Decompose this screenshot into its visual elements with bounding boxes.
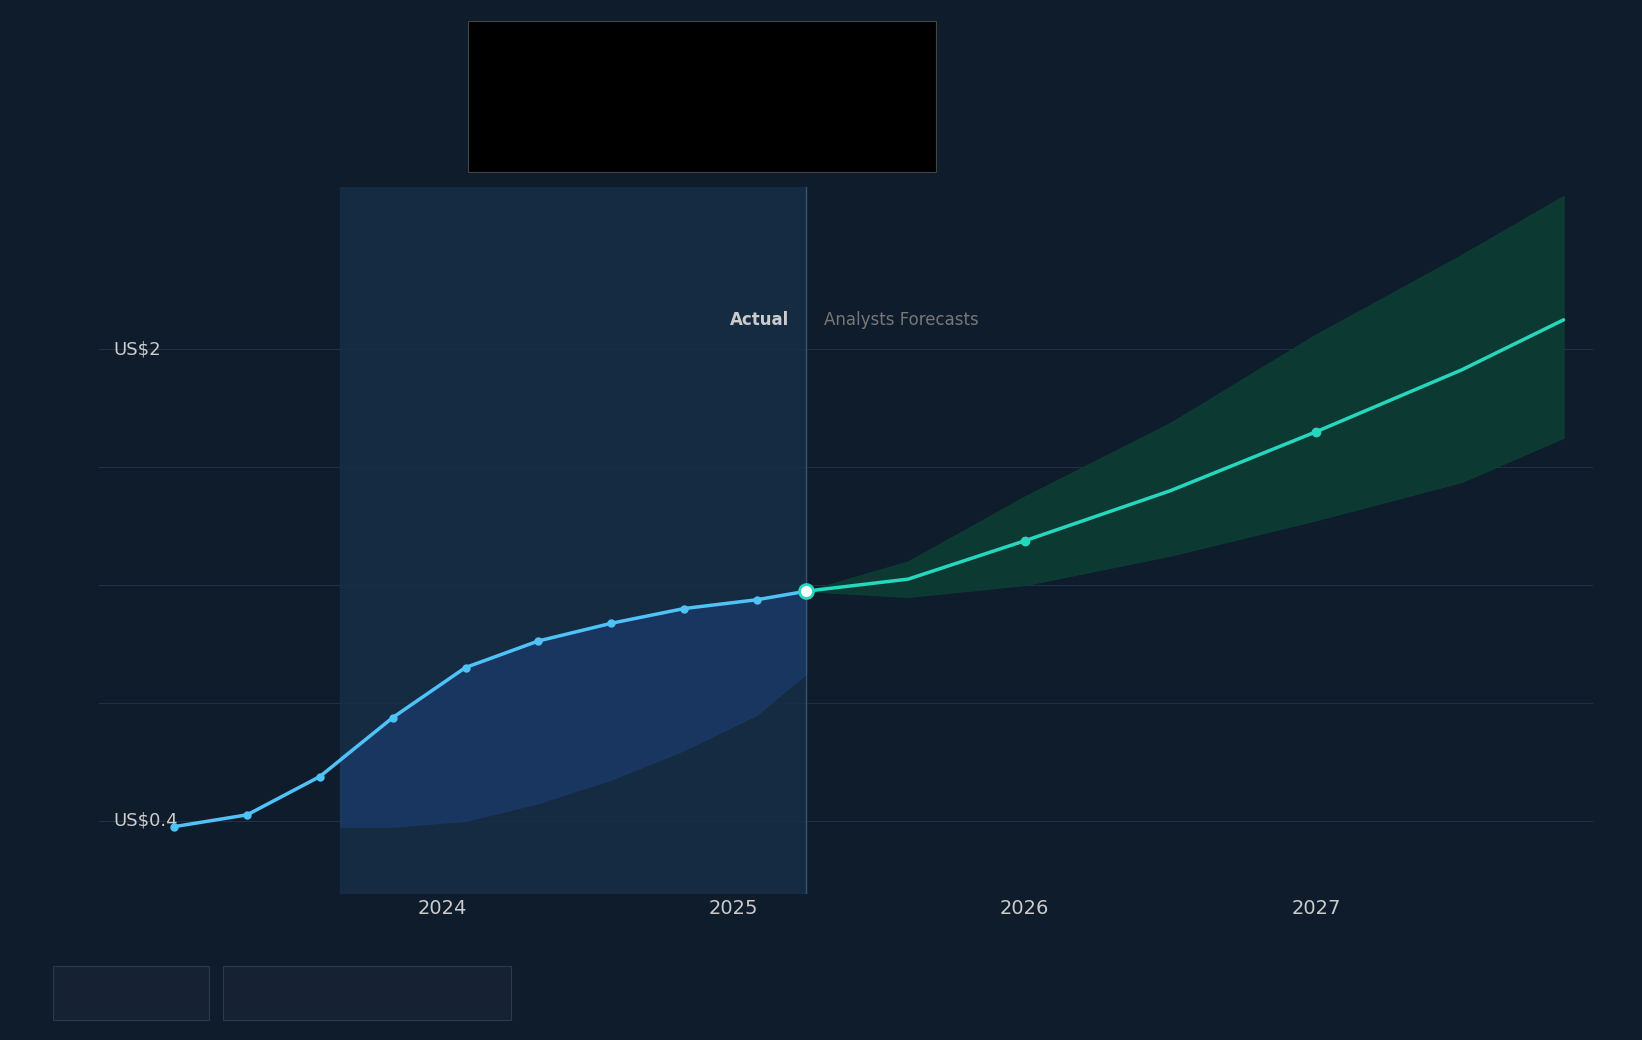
Text: Analysts Forecasts: Analysts Forecasts [824,311,979,329]
Text: ●: ● [67,984,84,1003]
Text: ●: ● [238,984,255,1003]
Text: No data: No data [855,121,916,135]
Text: EPS: EPS [115,984,151,1003]
Text: Mar 30 2025: Mar 30 2025 [488,40,604,57]
Text: Analysts' EPS Range: Analysts' EPS Range [488,121,644,135]
Text: US$2: US$2 [113,340,161,358]
Text: ●: ● [87,984,103,1003]
Text: US$0.4: US$0.4 [113,812,177,830]
Text: ●: ● [258,984,274,1003]
Text: Analysts' EPS Range: Analysts' EPS Range [286,984,476,1003]
Text: US$1.179: US$1.179 [834,81,916,96]
Bar [340,187,806,894]
Text: EPS: EPS [488,81,516,96]
Text: Actual: Actual [729,311,788,329]
